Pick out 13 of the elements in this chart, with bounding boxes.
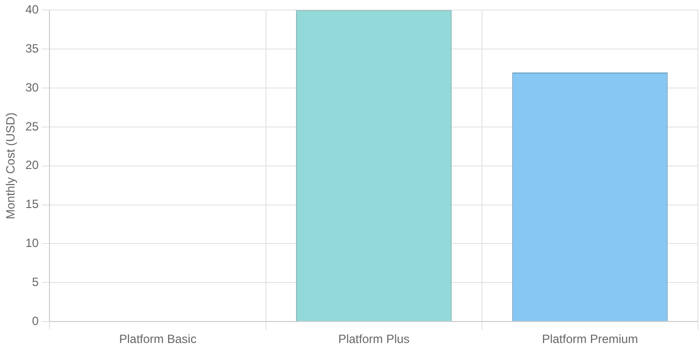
y-tick-label: 20	[25, 158, 40, 172]
y-tick-label: 35	[25, 41, 40, 56]
x-tick-label: Platform Premium	[542, 332, 638, 346]
x-tick-label: Platform Basic	[119, 332, 196, 346]
y-tick-label: 5	[32, 274, 40, 289]
x-tick-label: Platform Plus	[338, 332, 410, 346]
y-axis-title: Monthly Cost (USD)	[4, 112, 18, 220]
y-tick-label: 15	[25, 197, 40, 212]
y-tick-label: 30	[25, 80, 40, 94]
y-tick-label: 10	[25, 236, 40, 250]
y-tick-label: 40	[25, 2, 40, 17]
y-tick-label: 25	[25, 119, 40, 134]
y-tick-label: 0	[32, 314, 40, 328]
